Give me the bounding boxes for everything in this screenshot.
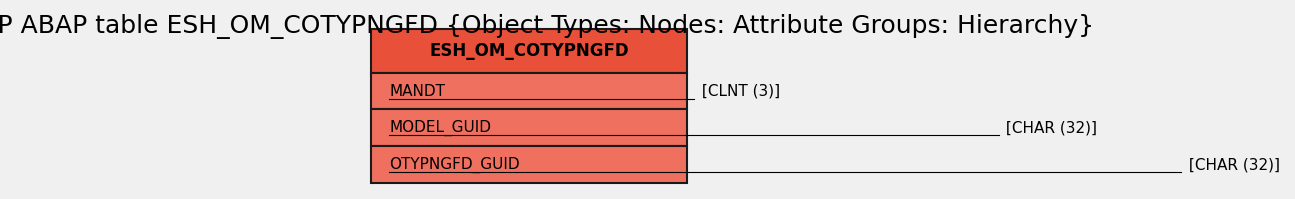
Text: SAP ABAP table ESH_OM_COTYPNGFD {Object Types: Nodes: Attribute Groups: Hierarch: SAP ABAP table ESH_OM_COTYPNGFD {Object … [0, 14, 1094, 39]
Text: MODEL_GUID: MODEL_GUID [390, 120, 491, 136]
Bar [370, 109, 688, 146]
Text: MANDT: MANDT [390, 84, 445, 99]
Text: OTYPNGFD_GUID: OTYPNGFD_GUID [390, 157, 519, 173]
Text: [CLNT (3)]: [CLNT (3)] [697, 84, 780, 99]
Text: [CHAR (32)]: [CHAR (32)] [1184, 157, 1281, 172]
Bar [370, 146, 688, 183]
Text: [CHAR (32)]: [CHAR (32)] [1001, 120, 1097, 135]
Bar [370, 29, 688, 73]
Bar [370, 73, 688, 109]
Text: ESH_OM_COTYPNGFD: ESH_OM_COTYPNGFD [429, 42, 628, 60]
